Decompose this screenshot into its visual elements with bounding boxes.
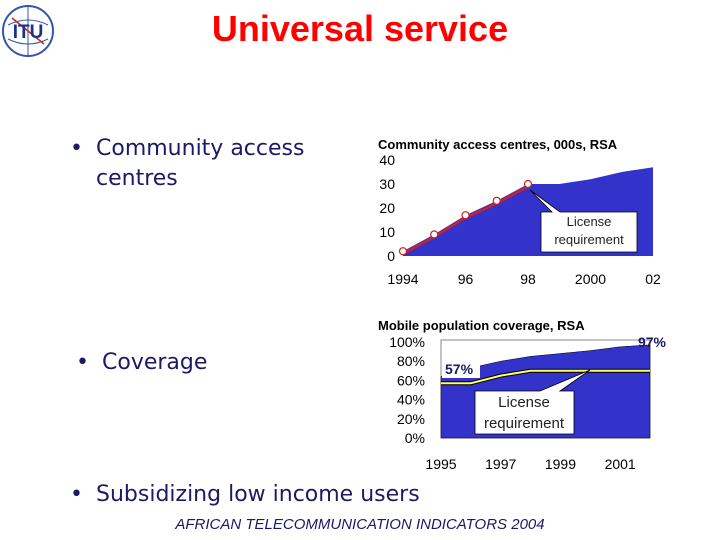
license-requirement-line	[441, 369, 650, 385]
label-bg	[442, 360, 480, 378]
y-tick-label: 20%	[397, 411, 425, 427]
y-tick-label: 30	[379, 176, 395, 192]
y-tick-label: 80%	[397, 353, 425, 369]
itu-logo-text: ITU	[13, 22, 44, 43]
x-tick-label: 1997	[485, 456, 516, 472]
annotation-license-requirement: License requirement	[484, 394, 565, 432]
bullet-text: Community access centres	[96, 136, 305, 191]
y-tick-label: 60%	[397, 372, 425, 388]
annotation-callout	[474, 369, 591, 435]
data-point-marker	[430, 230, 439, 239]
y-tick-label: 0%	[405, 430, 425, 446]
bullet-subsidizing: • Subsidizing low income users	[70, 480, 470, 512]
bullet-marker: •	[76, 350, 89, 375]
y-tick-label: 100%	[389, 334, 425, 350]
x-tick-label: 1995	[425, 456, 456, 472]
data-point-marker	[492, 196, 501, 205]
bullet-coverage: • Coverage	[76, 348, 276, 380]
bullet-marker: •	[70, 136, 83, 161]
itu-logo: ITU	[2, 5, 54, 57]
bullet-text: Coverage	[102, 350, 208, 375]
x-tick-label: 98	[520, 271, 536, 287]
x-tick-label: 1999	[545, 456, 576, 472]
y-tick-label: 40	[379, 152, 395, 168]
x-tick-label: 2000	[575, 271, 606, 287]
bullet-text: Subsidizing low income users	[96, 482, 420, 507]
annotation-57-percent: 57%	[445, 361, 474, 377]
annotation-97-percent: 97%	[638, 334, 667, 350]
footer-source: AFRICAN TELECOMMUNICATION INDICATORS 200…	[175, 516, 545, 533]
y-tick-label: 20	[379, 200, 395, 216]
y-tick-label: 10	[379, 224, 395, 240]
x-tick-label: 96	[458, 271, 474, 287]
annotation-license-requirement: License requirement	[554, 214, 624, 247]
data-point-marker	[523, 179, 533, 189]
x-tick-label: 02	[645, 271, 661, 287]
y-tick-label: 0	[387, 248, 395, 264]
bullet-marker: •	[70, 482, 83, 507]
data-point-marker	[398, 247, 408, 256]
y-tick-label: 40%	[397, 392, 425, 408]
chart-title: Mobile population coverage, RSA	[378, 318, 585, 333]
x-tick-label: 2001	[605, 456, 636, 472]
page-title: Universal service	[211, 8, 509, 49]
chart-title: Community access centres, 000s, RSA	[378, 137, 618, 152]
data-point-marker	[461, 211, 470, 220]
x-tick-label: 1994	[387, 271, 418, 287]
annotation-callout	[529, 189, 638, 253]
bullet-community-access: • Community access centres	[70, 134, 350, 198]
